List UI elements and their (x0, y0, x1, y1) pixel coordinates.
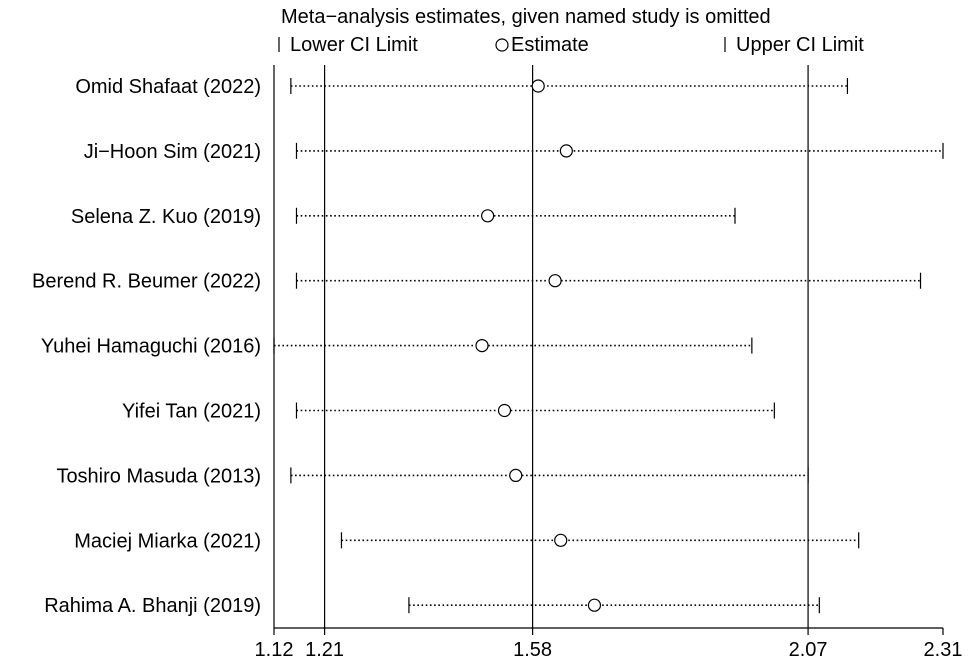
study-row: Toshiro Masuda (2013) (56, 465, 809, 487)
study-label: Ji−Hoon Sim (2021) (84, 141, 261, 163)
study-row: Selena Z. Kuo (2019) (71, 206, 736, 228)
legend: Lower CI Limit Estimate Upper CI Limit (278, 34, 864, 56)
study-row: Rahima A. Bhanji (2019) (44, 595, 820, 617)
study-label: Yifei Tan (2021) (122, 401, 261, 423)
estimate-point (509, 468, 523, 482)
estimate-point (548, 274, 562, 288)
estimate-point (475, 339, 489, 353)
x-tick-label: 2.07 (789, 639, 828, 661)
study-rows: Omid Shafaat (2022) Ji−Hoon Sim (2021) Sel… (32, 76, 944, 617)
study-label: Toshiro Masuda (2013) (56, 465, 261, 487)
x-tick-label: 1.21 (305, 639, 344, 661)
study-row: Berend R. Beumer (2022) (32, 271, 922, 293)
study-label: Maciej Miarka (2021) (74, 530, 261, 552)
x-tick-label: 1.58 (513, 639, 552, 661)
study-label: Selena Z. Kuo (2019) (71, 206, 261, 228)
study-row: Yuhei Hamaguchi (2016) (41, 336, 753, 358)
study-row: Ji−Hoon Sim (2021) (84, 141, 944, 163)
study-label: Rahima A. Bhanji (2019) (44, 595, 261, 617)
estimate-point (531, 79, 545, 93)
legend-upper-label: Upper CI Limit (736, 34, 864, 56)
estimate-point (497, 403, 512, 418)
study-row: Yifei Tan (2021) (122, 401, 775, 423)
legend-estimate-label: Estimate (511, 34, 589, 56)
estimate-point (481, 209, 495, 223)
x-axis: 1.12 1.21 1.58 2.07 2.31 (255, 65, 963, 661)
study-label: Berend R. Beumer (2022) (32, 271, 261, 293)
study-label: Yuhei Hamaguchi (2016) (41, 336, 261, 358)
chart-title: Meta−analysis estimates, given named stu… (281, 6, 771, 28)
legend-estimate-marker (495, 38, 509, 52)
study-label: Omid Shafaat (2022) (75, 76, 261, 98)
estimate-point (554, 533, 568, 547)
reference-lines (323, 65, 809, 628)
study-row: Omid Shafaat (2022) (75, 76, 849, 98)
estimate-point (587, 598, 602, 612)
x-tick-label: 2.31 (924, 639, 963, 661)
estimate-point (559, 144, 573, 158)
x-tick-label: 1.12 (255, 639, 294, 661)
study-row: Maciej Miarka (2021) (74, 530, 860, 552)
legend-lower-label: Lower CI Limit (290, 34, 418, 56)
